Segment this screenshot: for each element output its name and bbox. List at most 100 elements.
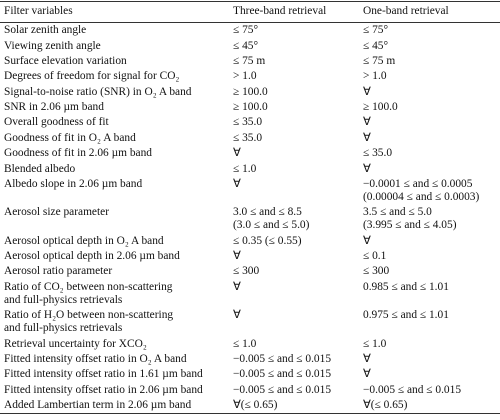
filter-name: Fitted intensity offset ratio in 1.61 µm…: [4, 368, 203, 381]
table-row: Fitted intensity offset ratio in O₂ A ba…: [0, 352, 500, 367]
filter-name: Aerosol size parameter: [4, 206, 109, 219]
filter-value: ≥ 100.0: [363, 101, 398, 114]
table-row: Blended albedo ≤ 1.0 ∀: [0, 161, 500, 176]
table-row: Ratio of H₂O between non-scattering and f…: [0, 308, 500, 336]
table-row: Aerosol optical depth in 2.06 µm band ∀ ≤ …: [0, 249, 500, 264]
cell-line: 3.0 ≤ and ≤ 8.5: [233, 206, 302, 219]
filter-value: ≥ 100.0: [233, 101, 268, 114]
filter-name: Goodness of fit in O₂ A band: [4, 131, 136, 144]
filter-name: Ratio of CO₂ between non-scattering and f…: [0, 280, 229, 308]
filter-name: Aerosol ratio parameter: [4, 265, 113, 278]
cell-line: (3.0 ≤ and ≤ 5.0): [233, 219, 310, 232]
filter-name: SNR in 2.06 µm band: [4, 101, 104, 114]
filter-value: −0.005 ≤ and ≤ 0.015: [233, 383, 332, 396]
table-row: Fitted intensity offset ratio in 2.06 µm…: [0, 383, 500, 398]
filter-value: ∀: [363, 234, 371, 247]
table-row: Degrees of freedom for signal for CO₂ > 1…: [0, 69, 500, 84]
filter-value: ∀(≤ 0.65): [233, 399, 278, 412]
filter-name: Blended albedo: [4, 162, 76, 175]
filter-value: ≤ 0.35 (≤ 0.55): [233, 234, 302, 247]
filter-value: ≤ 75 m: [233, 54, 266, 67]
filter-value: ∀: [363, 162, 371, 175]
table-row: Fitted intensity offset ratio in 1.61 µm…: [0, 367, 500, 382]
cell-line: and full-physics retrievals: [4, 322, 123, 335]
filter-name: Solar zenith angle: [4, 24, 87, 37]
filter-value: ∀(≤ 0.65): [363, 399, 408, 412]
cell-line: Ratio of H₂O between non-scattering: [4, 309, 174, 322]
filter-value: ≤ 75°: [363, 24, 389, 37]
filter-value: ≤ 1.0: [233, 162, 257, 175]
table-row: Ratio of CO₂ between non-scattering and f…: [0, 280, 500, 308]
table-body: Solar zenith angle ≤ 75° ≤ 75° Viewing zeni…: [0, 23, 500, 414]
filter-value: ∀: [363, 352, 371, 365]
filter-value: ≤ 0.1: [363, 250, 387, 263]
cell-line: (0.00004 ≤ and ≤ 0.0003): [363, 190, 480, 203]
filter-value: ∀: [233, 147, 241, 160]
table-row: Aerosol optical depth in O₂ A band ≤ 0.35…: [0, 234, 500, 249]
table-row: Viewing zenith angle ≤ 45° ≤ 45°: [0, 38, 500, 53]
filter-value: ≤ 35.0: [233, 116, 263, 129]
filter-value: 3.0 ≤ and ≤ 8.5 (3.0 ≤ and ≤ 5.0): [229, 205, 359, 233]
filter-value: ≤ 1.0: [233, 337, 257, 350]
table-row: Signal-to-noise ratio (SNR) in O₂ A band…: [0, 85, 500, 100]
table-row: Goodness of fit in 2.06 µm band ∀ ≤ 35.0: [0, 146, 500, 161]
filter-value: 0.975 ≤ and ≤ 1.01: [363, 309, 449, 322]
column-header: Three-band retrieval: [233, 5, 327, 17]
cell-line: and full-physics retrievals: [4, 293, 123, 306]
filter-name: Fitted intensity offset ratio in 2.06 µm…: [4, 383, 203, 396]
filter-name: Viewing zenith angle: [4, 39, 101, 52]
filter-value: 3.5 ≤ and ≤ 5.0 (3.995 ≤ and ≤ 4.05): [359, 205, 500, 233]
filter-value: ∀: [363, 85, 371, 98]
table-row: Solar zenith angle ≤ 75° ≤ 75°: [0, 23, 500, 39]
filter-name: Signal-to-noise ratio (SNR) in O₂ A band: [4, 85, 192, 98]
filter-name: Added Lambertian term in 2.06 µm band: [4, 399, 192, 412]
filter-value: ≥ 100.0: [233, 85, 268, 98]
filter-value: ≤ 35.0: [233, 131, 263, 144]
filter-name: Retrieval uncertainty for XCO₂: [4, 337, 147, 350]
filter-value: ∀: [363, 131, 371, 144]
table-row: Aerosol ratio parameter ≤ 300 ≤ 300: [0, 264, 500, 279]
filter-value: −0.0001 ≤ and ≤ 0.0005 (0.00004 ≤ and ≤ 0…: [359, 177, 500, 205]
filter-value: −0.005 ≤ and ≤ 0.015: [363, 383, 462, 396]
filter-name: Fitted intensity offset ratio in O₂ A ba…: [4, 352, 187, 365]
filter-name: Aerosol optical depth in O₂ A band: [4, 234, 164, 247]
column-header: One-band retrieval: [363, 5, 449, 17]
filter-value: ≤ 300: [363, 265, 390, 278]
filter-value: ∀: [363, 116, 371, 129]
table-row: SNR in 2.06 µm band ≥ 100.0 ≥ 100.0: [0, 100, 500, 115]
filter-name: Degrees of freedom for signal for CO₂: [4, 70, 180, 83]
filter-value: > 1.0: [363, 70, 387, 83]
filter-value: ≤ 1.0: [363, 337, 387, 350]
table-row: Albedo slope in 2.06 µm band ∀ −0.0001 ≤ a…: [0, 177, 500, 205]
filter-name: Surface elevation variation: [4, 54, 127, 67]
filter-value: ≤ 300: [233, 265, 260, 278]
filter-value: ≤ 45°: [363, 39, 389, 52]
table-row: Retrieval uncertainty for XCO₂ ≤ 1.0 ≤ 1.0: [0, 336, 500, 351]
cell-line: 3.5 ≤ and ≤ 5.0: [363, 206, 432, 219]
table-row: Aerosol size parameter 3.0 ≤ and ≤ 8.5 (3.…: [0, 205, 500, 233]
filter-value: ∀: [233, 309, 241, 322]
filter-name: Overall goodness of fit: [4, 116, 109, 129]
filter-value: ≤ 75 m: [363, 54, 396, 67]
filter-name: Aerosol optical depth in 2.06 µm band: [4, 250, 180, 263]
filter-value: > 1.0: [233, 70, 257, 83]
filter-name: Goodness of fit in 2.06 µm band: [4, 147, 152, 160]
table-row: Overall goodness of fit ≤ 35.0 ∀: [0, 115, 500, 130]
table-header: Filter variables Three-band retrieval One-…: [0, 1, 500, 23]
filter-value: −0.005 ≤ and ≤ 0.015: [233, 352, 332, 365]
table-row: Surface elevation variation ≤ 75 m ≤ 75 m: [0, 54, 500, 69]
filter-name: Ratio of H₂O between non-scattering and f…: [0, 308, 229, 336]
table-row: Added Lambertian term in 2.06 µm band ∀(≤…: [0, 398, 500, 414]
filter-value: 0.985 ≤ and ≤ 1.01: [363, 280, 449, 293]
filter-value: ∀: [363, 368, 371, 381]
table-row: Goodness of fit in O₂ A band ≤ 35.0 ∀: [0, 131, 500, 146]
cell-line: −0.0001 ≤ and ≤ 0.0005: [363, 177, 473, 190]
cell-line: (3.995 ≤ and ≤ 4.05): [363, 219, 457, 232]
header-row: Filter variables Three-band retrieval One-…: [0, 1, 500, 23]
filter-value: ∀: [233, 250, 241, 263]
filter-value: ≤ 75°: [233, 24, 259, 37]
filter-value: ∀: [233, 280, 241, 293]
filter-value: −0.005 ≤ and ≤ 0.015: [233, 368, 332, 381]
